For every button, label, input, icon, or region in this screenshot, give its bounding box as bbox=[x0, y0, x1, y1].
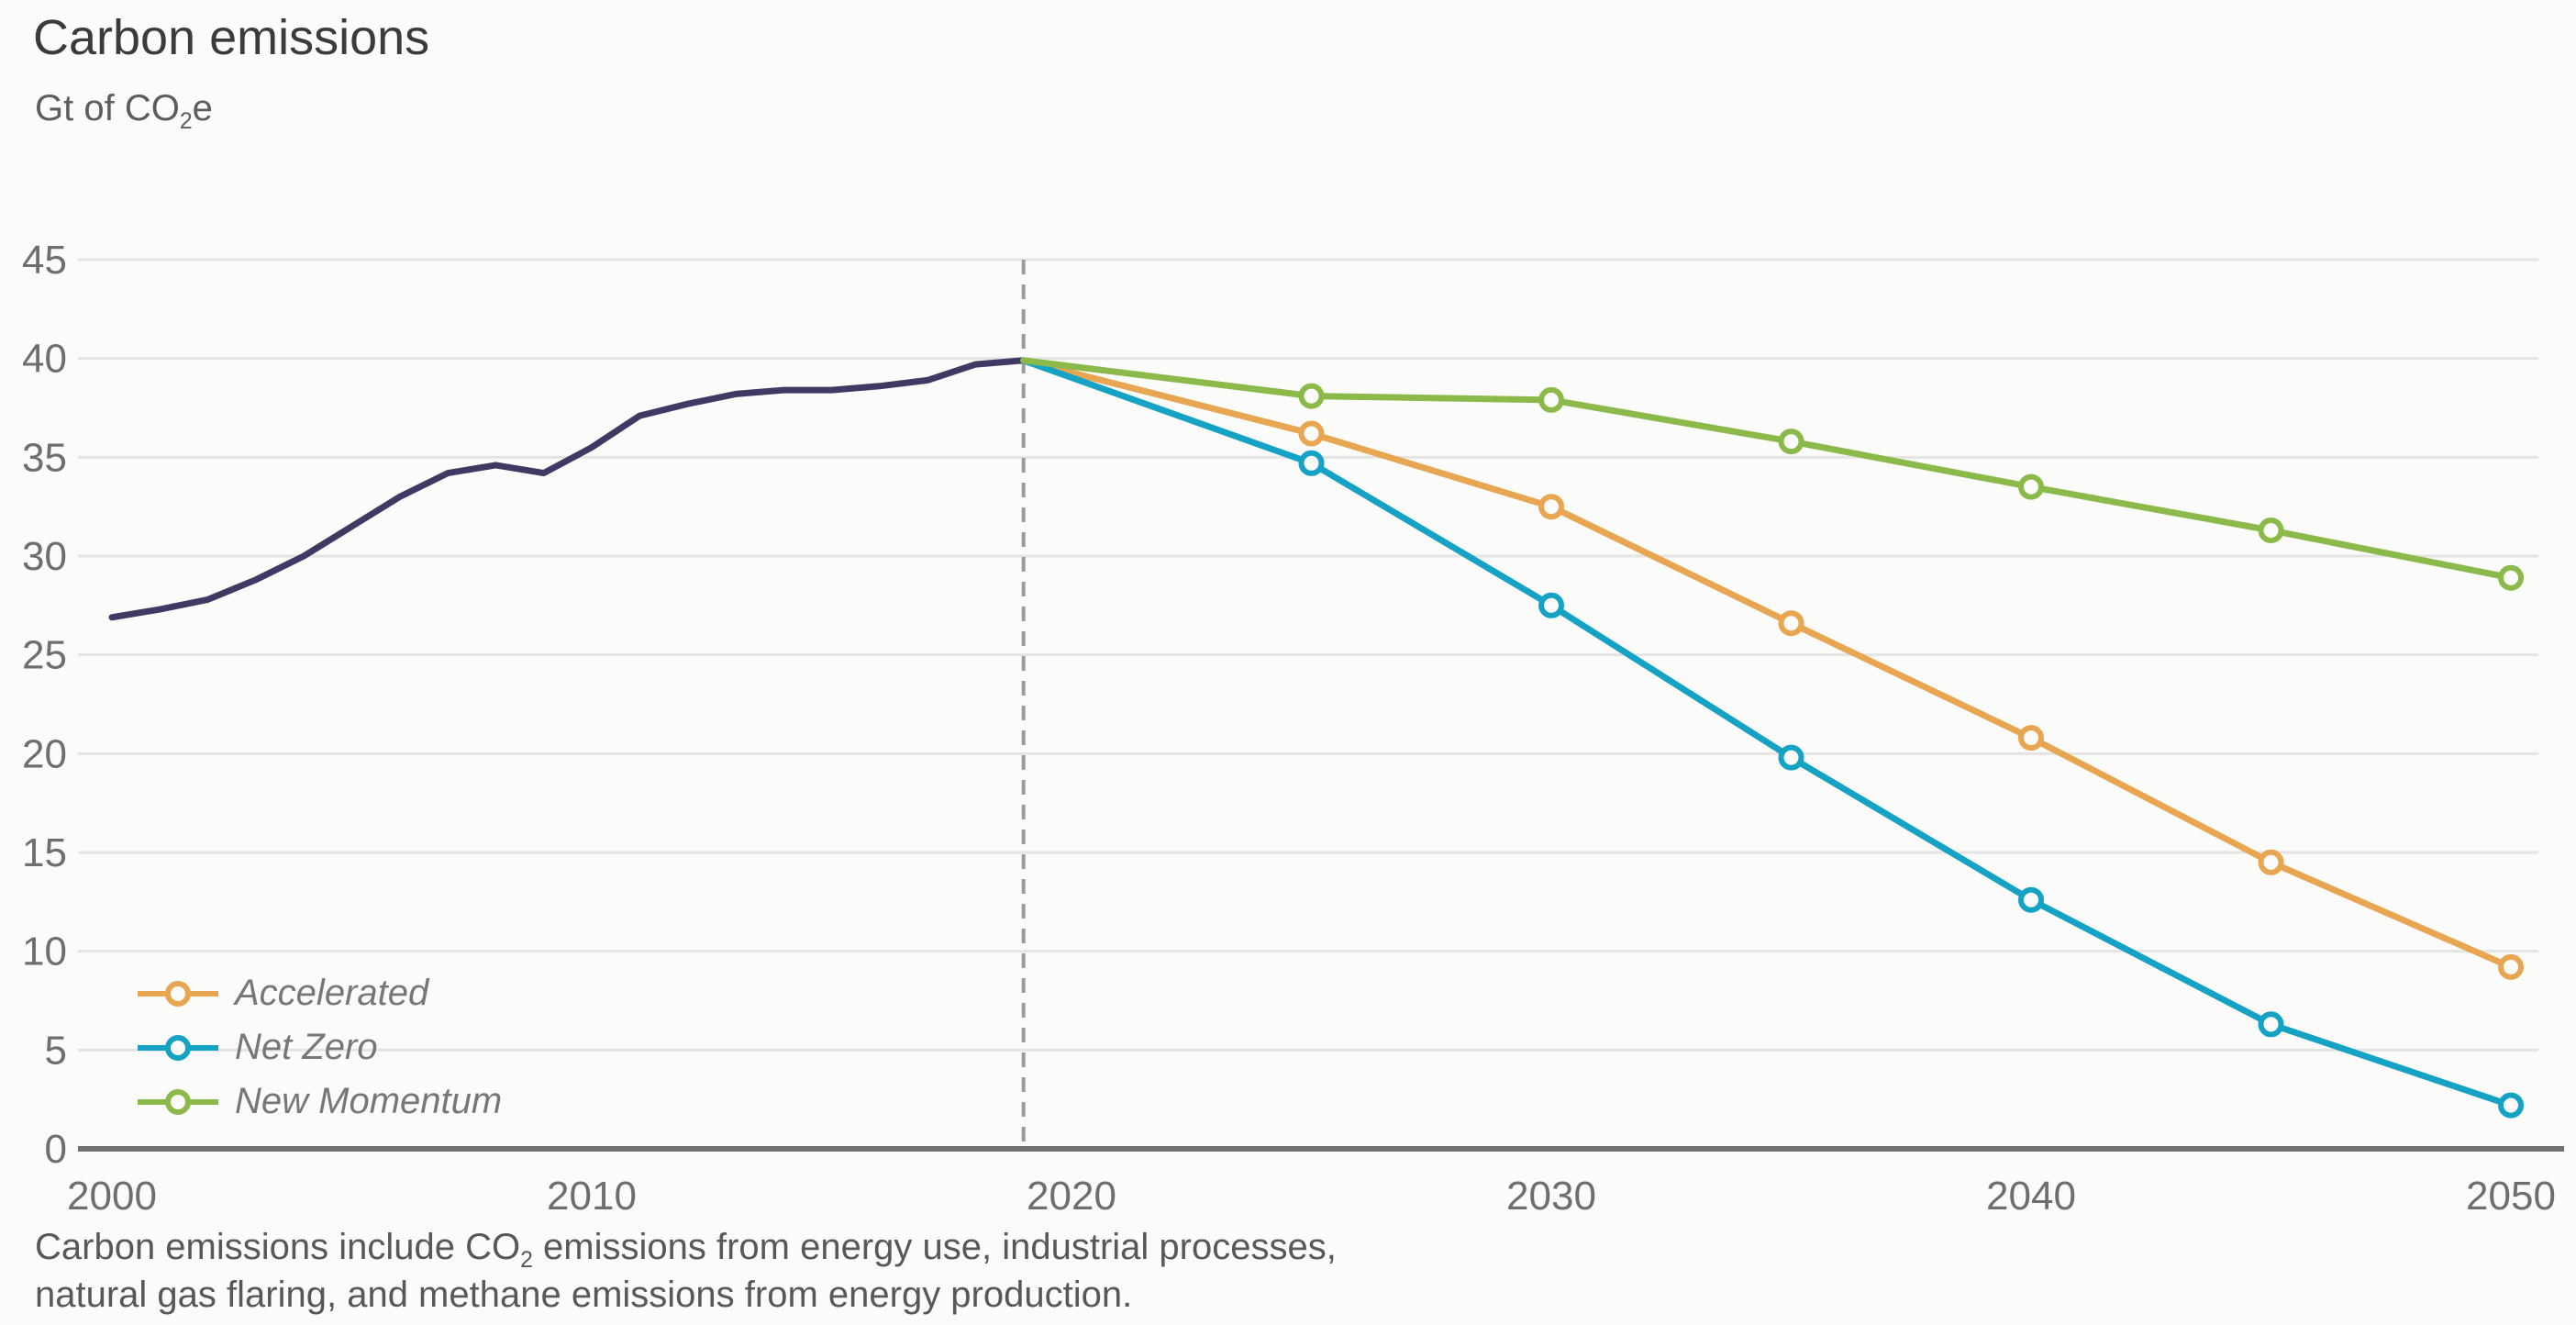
footnote-subscript: 2 bbox=[520, 1248, 533, 1273]
marker-accelerated-2035 bbox=[1778, 610, 1804, 637]
legend-item-accelerated: Accelerated bbox=[136, 972, 502, 1015]
legend-item-net-zero: Net Zero bbox=[136, 1026, 502, 1069]
legend-symbol-accelerated-icon bbox=[138, 980, 218, 1007]
series-line-accelerated bbox=[1020, 357, 2515, 971]
footnote-line1-pre: Carbon emissions include CO bbox=[35, 1227, 521, 1267]
marker-new-momentum-2025 bbox=[1298, 383, 1325, 409]
chart-footnote: Carbon emissions include CO2 emissions f… bbox=[35, 1226, 1337, 1317]
marker-new-momentum-2040 bbox=[2018, 473, 2044, 500]
y-tick-label-15: 15 bbox=[22, 830, 67, 875]
marker-new-momentum-2045 bbox=[2258, 518, 2284, 543]
legend-marker bbox=[165, 1088, 191, 1115]
marker-net-zero-2035 bbox=[1778, 744, 1804, 771]
y-tick-label-35: 35 bbox=[22, 435, 67, 480]
marker-accelerated-2025 bbox=[1298, 420, 1325, 447]
y-tick-label-25: 25 bbox=[22, 633, 67, 678]
x-tick-label-2020: 2020 bbox=[1027, 1174, 1116, 1219]
series-line-historical bbox=[108, 357, 1027, 621]
marker-accelerated-2045 bbox=[2258, 849, 2284, 875]
footnote-line1-post: emissions from energy use, industrial pr… bbox=[532, 1227, 1337, 1267]
marker-net-zero-2040 bbox=[2018, 886, 2044, 913]
marker-new-momentum-2035 bbox=[1778, 429, 1804, 455]
x-tick-label-2040: 2040 bbox=[1986, 1174, 2076, 1219]
y-tick-label-20: 20 bbox=[22, 731, 67, 776]
footnote-line2: natural gas flaring, and methane emissio… bbox=[35, 1275, 1133, 1316]
y-tick-label-45: 45 bbox=[22, 238, 67, 283]
x-tick-label-2000: 2000 bbox=[67, 1174, 157, 1219]
unit-prefix: Gt of CO bbox=[35, 88, 180, 128]
legend-label-new-momentum: New Momentum bbox=[235, 1081, 503, 1121]
marker-accelerated-2030 bbox=[1538, 494, 1564, 520]
chart-title: Carbon emissions bbox=[33, 10, 430, 65]
y-tick-label-0: 0 bbox=[45, 1127, 67, 1172]
y-tick-label-10: 10 bbox=[22, 930, 67, 974]
legend-label-accelerated: Accelerated bbox=[235, 973, 429, 1013]
y-tick-label-5: 5 bbox=[45, 1028, 67, 1073]
legend-symbol-net-zero-icon bbox=[138, 1034, 218, 1061]
marker-net-zero-2025 bbox=[1298, 450, 1325, 476]
legend-marker bbox=[165, 1034, 191, 1061]
legend-symbol-new-momentum-icon bbox=[138, 1088, 218, 1115]
legend-label-net-zero: Net Zero bbox=[235, 1027, 378, 1067]
marker-net-zero-2050 bbox=[2498, 1092, 2524, 1119]
y-tick-label-30: 30 bbox=[22, 534, 67, 579]
chart-unit-label: Gt of CO2e bbox=[35, 88, 213, 135]
legend-item-new-momentum: New Momentum bbox=[136, 1080, 502, 1123]
marker-new-momentum-2050 bbox=[2498, 564, 2524, 591]
legend-marker bbox=[165, 980, 191, 1007]
y-tick-label-40: 40 bbox=[22, 337, 67, 382]
marker-net-zero-2030 bbox=[1538, 592, 1564, 618]
unit-subscript: 2 bbox=[179, 109, 193, 134]
x-tick-label-2030: 2030 bbox=[1506, 1174, 1596, 1219]
x-tick-label-2050: 2050 bbox=[2466, 1174, 2556, 1219]
x-tick-label-2010: 2010 bbox=[547, 1174, 637, 1219]
chart-legend: Accelerated Net Zero New Momentum bbox=[136, 972, 502, 1123]
marker-new-momentum-2030 bbox=[1538, 386, 1564, 413]
marker-net-zero-2045 bbox=[2258, 1011, 2284, 1038]
series-line-new-momentum bbox=[1020, 357, 2515, 582]
series-line-net-zero bbox=[1020, 357, 2515, 1109]
marker-accelerated-2040 bbox=[2018, 725, 2044, 752]
marker-accelerated-2050 bbox=[2498, 953, 2524, 980]
unit-suffix: e bbox=[192, 88, 213, 128]
